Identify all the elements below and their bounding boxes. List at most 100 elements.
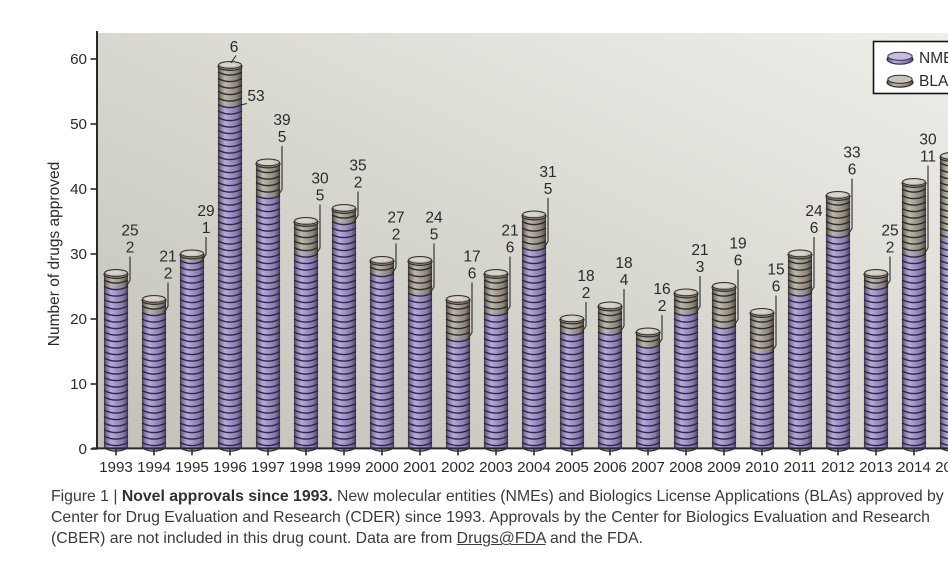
bla-count-1997: 5 (278, 129, 287, 146)
bla-count-1996: 6 (230, 39, 239, 56)
figure-novel-approvals: 0 10 20 30 40 50 60 Number of drugs approved 199… (40, 16, 948, 567)
nme-count-1999: 35 (349, 158, 366, 175)
x-tick-1994: 1994 (137, 459, 171, 476)
caption-body-2: and the FDA. (546, 530, 643, 547)
x-tick-2001: 2001 (403, 459, 437, 476)
x-tick-2000: 2000 (365, 459, 399, 476)
bar-1999 (332, 205, 356, 452)
y-tick-0: 0 (79, 441, 87, 458)
bla-count-2008: 3 (696, 259, 705, 276)
bar-2000 (370, 257, 394, 452)
bla-count-1998: 5 (316, 188, 325, 205)
bar-1995 (180, 250, 204, 451)
bar-2010 (750, 309, 774, 452)
bar-2011 (788, 250, 812, 451)
bar-2008 (674, 289, 698, 451)
x-tick-2007: 2007 (631, 459, 665, 476)
caption-title: Novel approvals since 1993. (122, 488, 333, 505)
y-tick-40: 40 (70, 181, 87, 198)
bar-2001 (408, 257, 432, 452)
x-tick-2004: 2004 (517, 459, 551, 476)
x-tick-1996: 1996 (213, 459, 247, 476)
nme-count-2006: 18 (615, 255, 632, 272)
bla-count-2010: 6 (772, 279, 781, 296)
x-tick-1999: 1999 (327, 459, 361, 476)
nme-count-2013: 25 (881, 223, 898, 240)
x-tick-2015: 2015 (935, 459, 948, 476)
bla-count-2013: 2 (886, 240, 895, 257)
x-tick-2003: 2003 (479, 459, 513, 476)
caption-prefix: Figure 1 | (51, 488, 122, 505)
bla-count-2006: 4 (620, 272, 629, 289)
bla-count-2009: 6 (734, 253, 743, 270)
bla-count-1994: 2 (164, 266, 173, 283)
x-tick-2008: 2008 (669, 459, 703, 476)
x-tick-2011: 2011 (784, 459, 817, 476)
x-tick-1993: 1993 (99, 459, 133, 476)
bla-count-2014: 11 (920, 149, 936, 166)
bar-2015 (940, 153, 948, 452)
nme-count-1994: 21 (159, 249, 176, 266)
nme-count-2007: 16 (653, 281, 670, 298)
bla-count-2012: 6 (848, 162, 857, 179)
nme-count-2003: 21 (501, 223, 518, 240)
bla-count-2002: 6 (468, 266, 477, 283)
x-tick-2002: 2002 (441, 459, 475, 476)
bar-2004 (522, 211, 546, 451)
x-tick-2013: 2013 (859, 459, 893, 476)
bar-2012 (826, 192, 850, 452)
nme-count-2001: 24 (425, 210, 443, 227)
nme-count-2010: 15 (767, 262, 784, 279)
nme-count-1996: 53 (247, 88, 264, 105)
bla-count-2007: 2 (658, 298, 667, 315)
drugs-fda-link[interactable]: Drugs@FDA (457, 530, 546, 547)
nme-count-2011: 24 (805, 203, 823, 220)
nme-count-2012: 33 (843, 145, 860, 162)
bar-2013 (864, 270, 888, 452)
x-tick-2005: 2005 (555, 459, 589, 476)
bar-1993 (104, 270, 128, 452)
x-tick-2010: 2010 (745, 459, 779, 476)
bla-count-1995: 1 (202, 220, 211, 237)
y-tick-labels: 0 10 20 30 40 50 60 (70, 51, 97, 458)
approvals-stacked-bar-chart: 0 10 20 30 40 50 60 Number of drugs approved 199… (40, 16, 948, 478)
bla-count-2003: 6 (506, 240, 515, 257)
bla-count-2004: 5 (544, 181, 553, 198)
nme-count-1998: 30 (311, 171, 329, 188)
x-tick-1995: 1995 (175, 459, 209, 476)
bar-2007 (636, 328, 660, 451)
y-tick-50: 50 (70, 116, 87, 133)
nme-count-2005: 18 (577, 268, 594, 285)
bla-count-2001: 5 (430, 227, 439, 244)
bla-count-1999: 2 (354, 175, 363, 192)
y-tick-20: 20 (70, 311, 87, 328)
bar-1994 (142, 296, 166, 452)
bar-2005 (560, 315, 584, 451)
nme-count-2004: 31 (539, 164, 556, 181)
nme-count-2002: 17 (463, 249, 480, 266)
legend-label: NMEs (919, 50, 948, 67)
legend-label: BLAs (919, 73, 948, 90)
nme-count-2008: 21 (691, 242, 708, 259)
y-axis-title: Number of drugs approved (46, 162, 63, 346)
y-tick-60: 60 (70, 51, 87, 68)
y-tick-10: 10 (70, 376, 87, 393)
bla-count-2005: 2 (582, 285, 591, 302)
x-tick-2009: 2009 (707, 459, 741, 476)
nme-count-2014: 30 (919, 132, 937, 149)
bar-1997 (256, 159, 280, 451)
bla-count-1993: 2 (126, 240, 135, 257)
bar-2009 (712, 283, 736, 452)
bar-2014 (902, 179, 926, 452)
bar-1996 (218, 62, 242, 452)
y-tick-30: 30 (70, 246, 87, 263)
bar-2002 (446, 296, 470, 452)
nme-count-1993: 25 (121, 223, 138, 240)
bla-count-2011: 6 (810, 220, 819, 237)
bar-1998 (294, 218, 318, 452)
legend: NMEs BLAs (874, 42, 948, 94)
nme-count-1997: 39 (273, 112, 290, 129)
nme-count-2009: 19 (729, 236, 746, 253)
nme-count-2000: 27 (387, 210, 404, 227)
